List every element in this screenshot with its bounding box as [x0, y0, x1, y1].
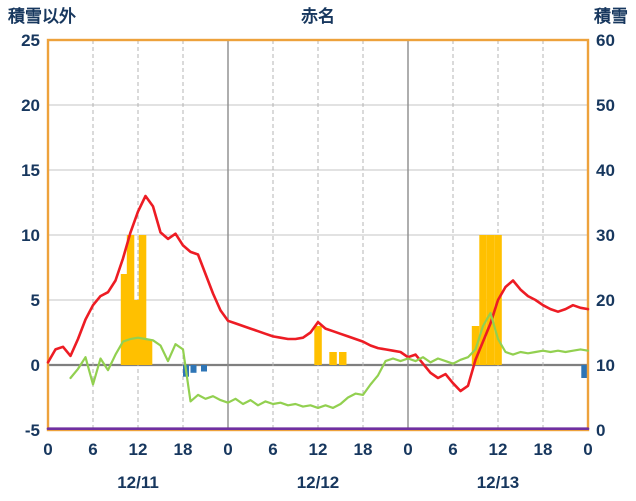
date-label: 12/11 — [117, 473, 159, 492]
x-axis-tick: 12 — [489, 440, 508, 459]
precipitation-orange-bars — [471, 326, 480, 365]
right-axis-tick: 0 — [596, 421, 605, 440]
right-axis-tick: 20 — [596, 291, 615, 310]
left-axis-tick: 5 — [31, 291, 40, 310]
right-axis-tick: 60 — [596, 31, 615, 50]
precipitation-orange-bars — [486, 235, 495, 365]
precipitation-orange-bars — [339, 352, 347, 365]
x-axis-tick: 18 — [354, 440, 373, 459]
blue-bars — [581, 365, 588, 378]
date-label: 12/12 — [297, 473, 340, 492]
temperature-red-line — [46, 194, 590, 393]
x-axis-tick: 12 — [129, 440, 148, 459]
right-axis-title: 積雪 — [594, 6, 628, 26]
left-axis-title: 積雪以外 — [8, 6, 76, 26]
x-axis-tick: 18 — [174, 440, 193, 459]
right-axis-tick: 50 — [596, 96, 615, 115]
precipitation-orange-bars — [138, 235, 147, 365]
x-axis-tick: 0 — [403, 440, 412, 459]
right-axis-tick: 30 — [596, 226, 615, 245]
left-axis-tick: 10 — [21, 226, 40, 245]
left-axis-tick: -5 — [25, 421, 40, 440]
date-label: 12/13 — [477, 473, 520, 492]
precipitation-orange-bars — [132, 300, 141, 365]
left-axis-tick: 15 — [21, 161, 40, 180]
x-axis-tick: 0 — [43, 440, 52, 459]
precipitation-orange-bars — [314, 326, 322, 365]
left-axis-tick: 25 — [21, 31, 40, 50]
green-line — [69, 311, 590, 409]
precipitation-orange-bars — [126, 235, 135, 365]
precipitation-orange-bars — [329, 352, 337, 365]
left-axis-tick: 0 — [31, 356, 40, 375]
x-axis-tick: 18 — [534, 440, 553, 459]
x-axis-tick: 0 — [583, 440, 592, 459]
blue-bars — [190, 365, 197, 373]
blue-bars — [201, 365, 207, 372]
x-axis-tick: 0 — [223, 440, 232, 459]
station-title: 赤名 — [301, 6, 335, 26]
x-axis-tick: 6 — [88, 440, 97, 459]
x-axis-tick: 6 — [448, 440, 457, 459]
left-axis-tick: 20 — [21, 96, 40, 115]
precipitation-orange-bars — [144, 339, 153, 365]
right-axis-tick: 40 — [596, 161, 615, 180]
precipitation-orange-bars — [479, 235, 487, 365]
x-axis-tick: 12 — [309, 440, 328, 459]
precipitation-orange-bars — [120, 274, 129, 365]
right-axis-tick: 10 — [596, 356, 615, 375]
x-axis-tick: 6 — [268, 440, 277, 459]
